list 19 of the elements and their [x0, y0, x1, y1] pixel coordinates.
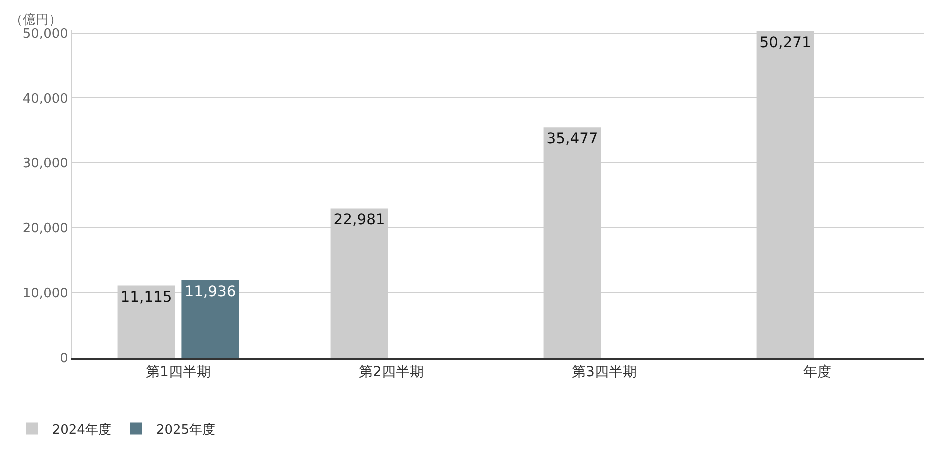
y-tick-label: 40,000: [22, 92, 68, 107]
y-tick-label: 50,000: [22, 26, 68, 42]
data-label: 11,115: [120, 288, 172, 306]
data-label: 22,981: [334, 212, 386, 229]
x-tick-label: 第3四半期: [572, 364, 637, 381]
y-tick-label: 10,000: [22, 286, 68, 302]
x-tick-label: 第2四半期: [359, 364, 424, 381]
legend-label: 2025年度: [156, 422, 216, 438]
bar: [182, 280, 240, 358]
data-label: 11,936: [184, 283, 236, 300]
x-tick-label: 第1四半期: [146, 364, 211, 381]
data-label: 50,271: [760, 34, 812, 52]
y-tick-label: 30,000: [22, 156, 68, 172]
legend-label: 2024年度: [52, 422, 112, 438]
data-label: 35,477: [546, 130, 598, 148]
x-tick-label: 年度: [804, 364, 832, 381]
y-tick-label: 20,000: [22, 222, 68, 237]
y-tick-label: 0: [60, 352, 68, 367]
y-axis-title: （億円）: [10, 13, 62, 28]
